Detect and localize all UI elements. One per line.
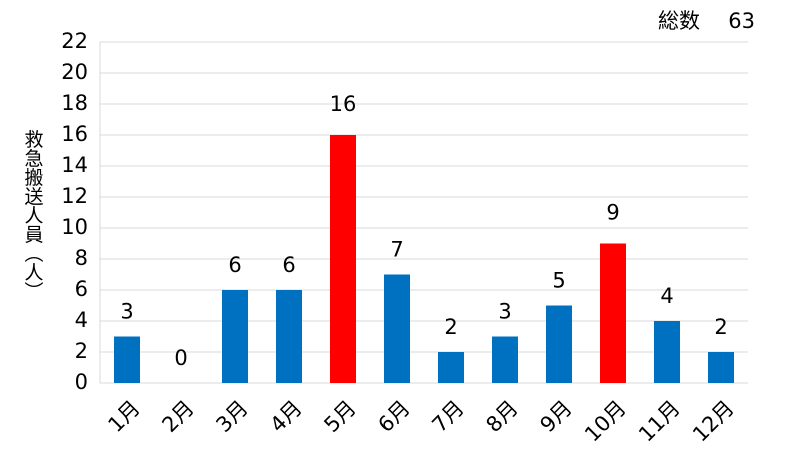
value-label: 2 [714,315,727,339]
total-value: 63 [728,9,755,33]
x-tick-label: 2月 [158,396,199,437]
x-tick-label: 7月 [428,396,469,437]
y-tick-label: 20 [61,60,88,84]
bar [114,336,140,383]
bar [276,290,302,383]
value-label: 2 [444,315,457,339]
y-tick-label: 22 [61,29,88,53]
x-tick-label: 3月 [212,396,253,437]
y-tick-label: 16 [61,122,88,146]
y-axis-label: 救急搬送人員（人） [22,129,44,300]
y-tick-label: 10 [61,215,88,239]
bar [654,321,680,383]
x-tick-label: 10月 [580,396,631,447]
value-label: 5 [552,269,565,293]
x-tick-label: 6月 [374,396,415,437]
value-label: 6 [282,253,295,277]
value-label: 3 [120,300,133,324]
y-tick-label: 2 [75,339,88,363]
value-label: 7 [390,238,403,262]
bar [546,305,572,383]
bar [708,352,734,383]
value-label: 0 [174,346,187,370]
y-tick-label: 12 [61,184,88,208]
y-tick-label: 8 [75,246,88,270]
x-tick-label: 12月 [688,396,739,447]
y-tick-label: 14 [61,153,88,177]
x-tick-label: 9月 [536,396,577,437]
value-label: 16 [330,92,357,116]
bar [438,352,464,383]
y-tick-label: 4 [75,308,88,332]
value-label: 6 [228,253,241,277]
x-tick-label: 4月 [266,396,307,437]
x-tick-label: 11月 [634,396,685,447]
y-tick-label: 18 [61,91,88,115]
bar [222,290,248,383]
y-tick-label: 6 [75,277,88,301]
value-label: 9 [606,201,619,225]
bar [492,336,518,383]
value-label: 4 [660,284,673,308]
y-tick-label: 0 [75,370,88,394]
bar [330,135,356,383]
bar [600,243,626,383]
x-tick-label: 5月 [320,396,361,437]
bar [384,274,410,383]
x-tick-label: 8月 [482,396,523,437]
x-tick-label: 1月 [104,396,145,437]
value-label: 3 [498,300,511,324]
total-label: 総数 [658,9,700,33]
